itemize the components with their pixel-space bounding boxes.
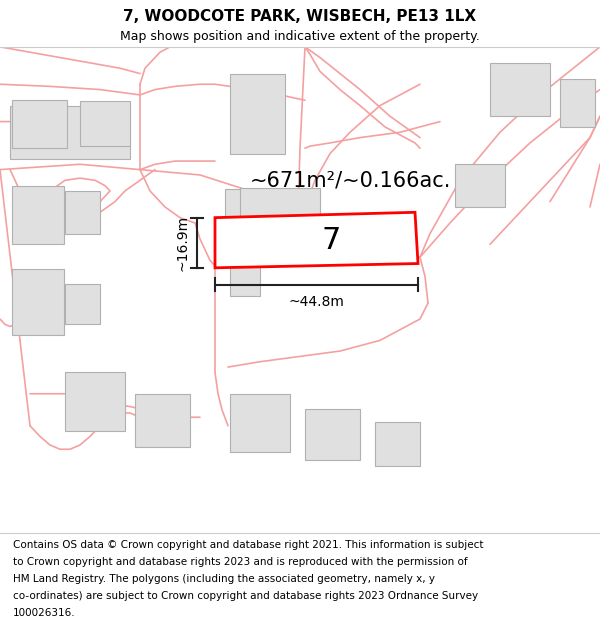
Bar [12,269,64,335]
Bar [12,100,67,148]
Bar [455,164,505,207]
Polygon shape [215,213,418,268]
Text: co-ordinates) are subject to Crown copyright and database rights 2023 Ordnance S: co-ordinates) are subject to Crown copyr… [13,591,478,601]
Bar [375,421,420,466]
Text: to Crown copyright and database rights 2023 and is reproduced with the permissio: to Crown copyright and database rights 2… [13,557,468,567]
Bar [240,188,320,257]
Bar [80,101,130,146]
Bar [230,74,285,154]
Bar [305,409,360,460]
Bar [10,106,130,159]
Text: 100026316.: 100026316. [13,608,76,618]
Text: ~16.9m: ~16.9m [176,214,190,271]
Bar [560,79,595,127]
Text: Map shows position and indicative extent of the property.: Map shows position and indicative extent… [120,31,480,44]
Text: 7, WOODCOTE PARK, WISBECH, PE13 1LX: 7, WOODCOTE PARK, WISBECH, PE13 1LX [124,9,476,24]
Bar [225,189,290,255]
Bar [12,186,64,244]
Text: ~671m²/~0.166ac.: ~671m²/~0.166ac. [250,170,451,190]
Bar [65,284,100,324]
Bar [135,394,190,447]
Text: HM Land Registry. The polygons (including the associated geometry, namely x, y: HM Land Registry. The polygons (includin… [13,574,435,584]
Text: Contains OS data © Crown copyright and database right 2021. This information is : Contains OS data © Crown copyright and d… [13,540,484,550]
Text: 7: 7 [322,226,341,254]
Bar [230,394,290,452]
Bar [65,191,100,234]
Bar [65,372,125,431]
Bar [230,258,260,296]
Text: ~44.8m: ~44.8m [289,295,344,309]
Bar [490,63,550,116]
